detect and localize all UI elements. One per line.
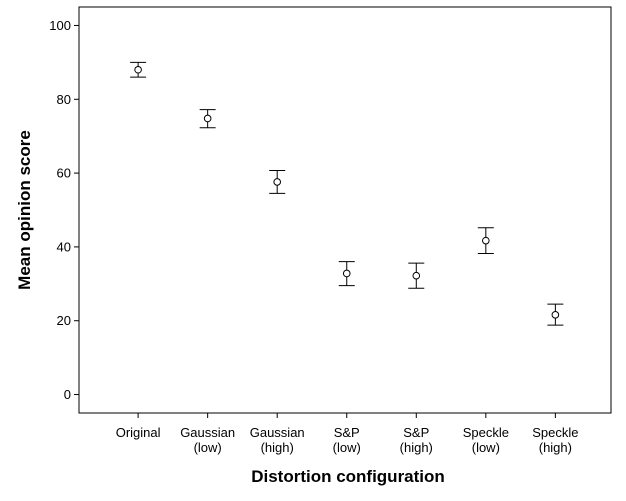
y-tick-label: 80 bbox=[57, 92, 71, 107]
y-axis-title: Mean opinion score bbox=[15, 130, 34, 290]
data-point bbox=[342, 269, 351, 278]
data-point bbox=[273, 178, 281, 186]
data-point bbox=[134, 65, 142, 74]
y-tick-label: 40 bbox=[57, 239, 71, 254]
y-tick-label: 20 bbox=[57, 313, 71, 328]
data-point bbox=[551, 311, 560, 319]
x-tick-label: Speckle bbox=[532, 425, 578, 440]
x-tick-label: (high) bbox=[539, 440, 572, 455]
x-axis: Original Gaussian(low)Gaussian(high)S&P(l… bbox=[116, 413, 578, 455]
x-tick-label: (high) bbox=[400, 440, 433, 455]
y-tick-label: 100 bbox=[49, 18, 71, 33]
x-tick-label: (low) bbox=[333, 440, 361, 455]
x-tick-label: (low) bbox=[472, 440, 500, 455]
data-point bbox=[203, 114, 212, 123]
data-point bbox=[482, 236, 490, 245]
x-tick-label: Speckle bbox=[463, 425, 509, 440]
x-tick-label: (high) bbox=[261, 440, 294, 455]
x-tick-label: Original bbox=[116, 425, 161, 440]
x-tick-label: Gaussian bbox=[180, 425, 235, 440]
x-axis-title: Distortion configuration bbox=[251, 467, 445, 486]
x-tick-label: S&P bbox=[334, 425, 360, 440]
plot-area bbox=[78, 6, 612, 414]
y-tick-label: 60 bbox=[57, 166, 71, 181]
y-axis: 0 20 40 60 80 100 bbox=[49, 18, 79, 402]
x-tick-label: (low) bbox=[194, 440, 222, 455]
data-point bbox=[412, 271, 421, 280]
data-marks bbox=[130, 61, 564, 326]
x-tick-label: Gaussian bbox=[250, 425, 305, 440]
x-tick-label: S&P bbox=[403, 425, 429, 440]
y-tick-label: 0 bbox=[64, 387, 71, 402]
